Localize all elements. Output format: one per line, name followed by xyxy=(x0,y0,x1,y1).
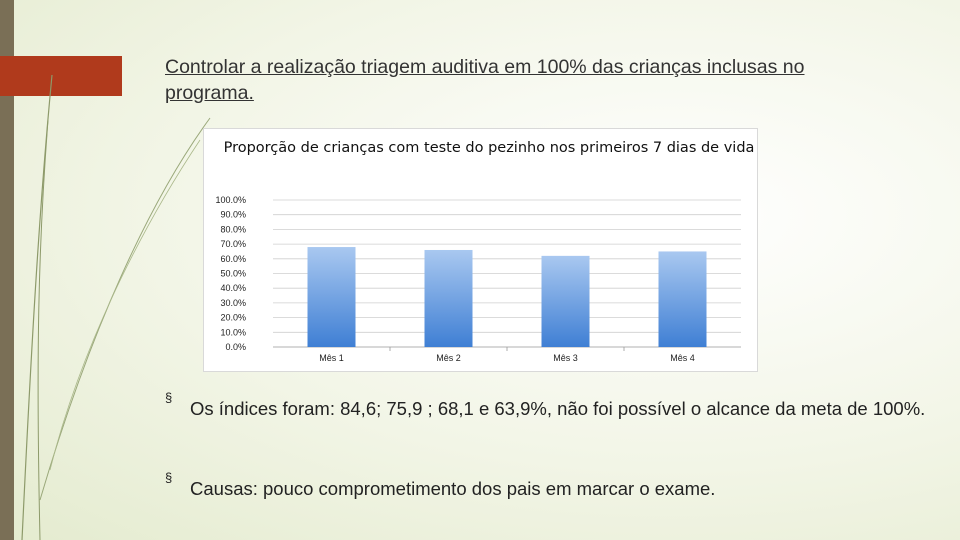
y-tick-label: 40.0% xyxy=(220,283,246,293)
chart-title: Proporção de crianças com teste do pezin… xyxy=(223,140,755,156)
y-tick-label: 10.0% xyxy=(220,327,246,337)
bullet-item-2: § Causas: pouco comprometimento dos pais… xyxy=(165,470,940,510)
y-tick-label: 20.0% xyxy=(220,313,246,323)
y-tick-label: 60.0% xyxy=(220,254,246,264)
bullet-item-1: § Os índices foram: 84,6; 75,9 ; 68,1 e … xyxy=(165,390,940,470)
bar-3 xyxy=(541,255,590,347)
y-tick-label: 90.0% xyxy=(220,210,246,220)
left-decor-band xyxy=(0,0,14,540)
x-tick-label: Mês 2 xyxy=(436,353,461,363)
x-tick-label: Mês 1 xyxy=(319,353,344,363)
bullet-text: Causas: pouco comprometimento dos pais e… xyxy=(190,478,716,499)
bullet-text: Os índices foram: 84,6; 75,9 ; 68,1 e 63… xyxy=(190,398,926,419)
y-tick-label: 80.0% xyxy=(220,224,246,234)
accent-bar xyxy=(0,56,122,96)
y-tick-label: 50.0% xyxy=(220,269,246,279)
y-tick-label: 100.0% xyxy=(215,195,246,205)
y-tick-label: 70.0% xyxy=(220,239,246,249)
bullet-marker: § xyxy=(165,390,173,405)
x-tick-label: Mês 3 xyxy=(553,353,578,363)
bullet-marker: § xyxy=(165,470,173,485)
bar-1 xyxy=(307,247,356,347)
x-tick-label: Mês 4 xyxy=(670,353,695,363)
bar-4 xyxy=(658,251,707,347)
chart-container: Proporção de crianças com teste do pezin… xyxy=(203,128,758,372)
y-tick-label: 0.0% xyxy=(225,342,246,352)
slide-heading: Controlar a realização triagem auditiva … xyxy=(165,56,805,104)
y-tick-label: 30.0% xyxy=(220,298,246,308)
bar-chart: 0.0% 10.0% 20.0% 30.0% 40.0% 50.0% 60.0% 70.0% 8… xyxy=(215,195,741,363)
bar-2 xyxy=(424,249,473,347)
